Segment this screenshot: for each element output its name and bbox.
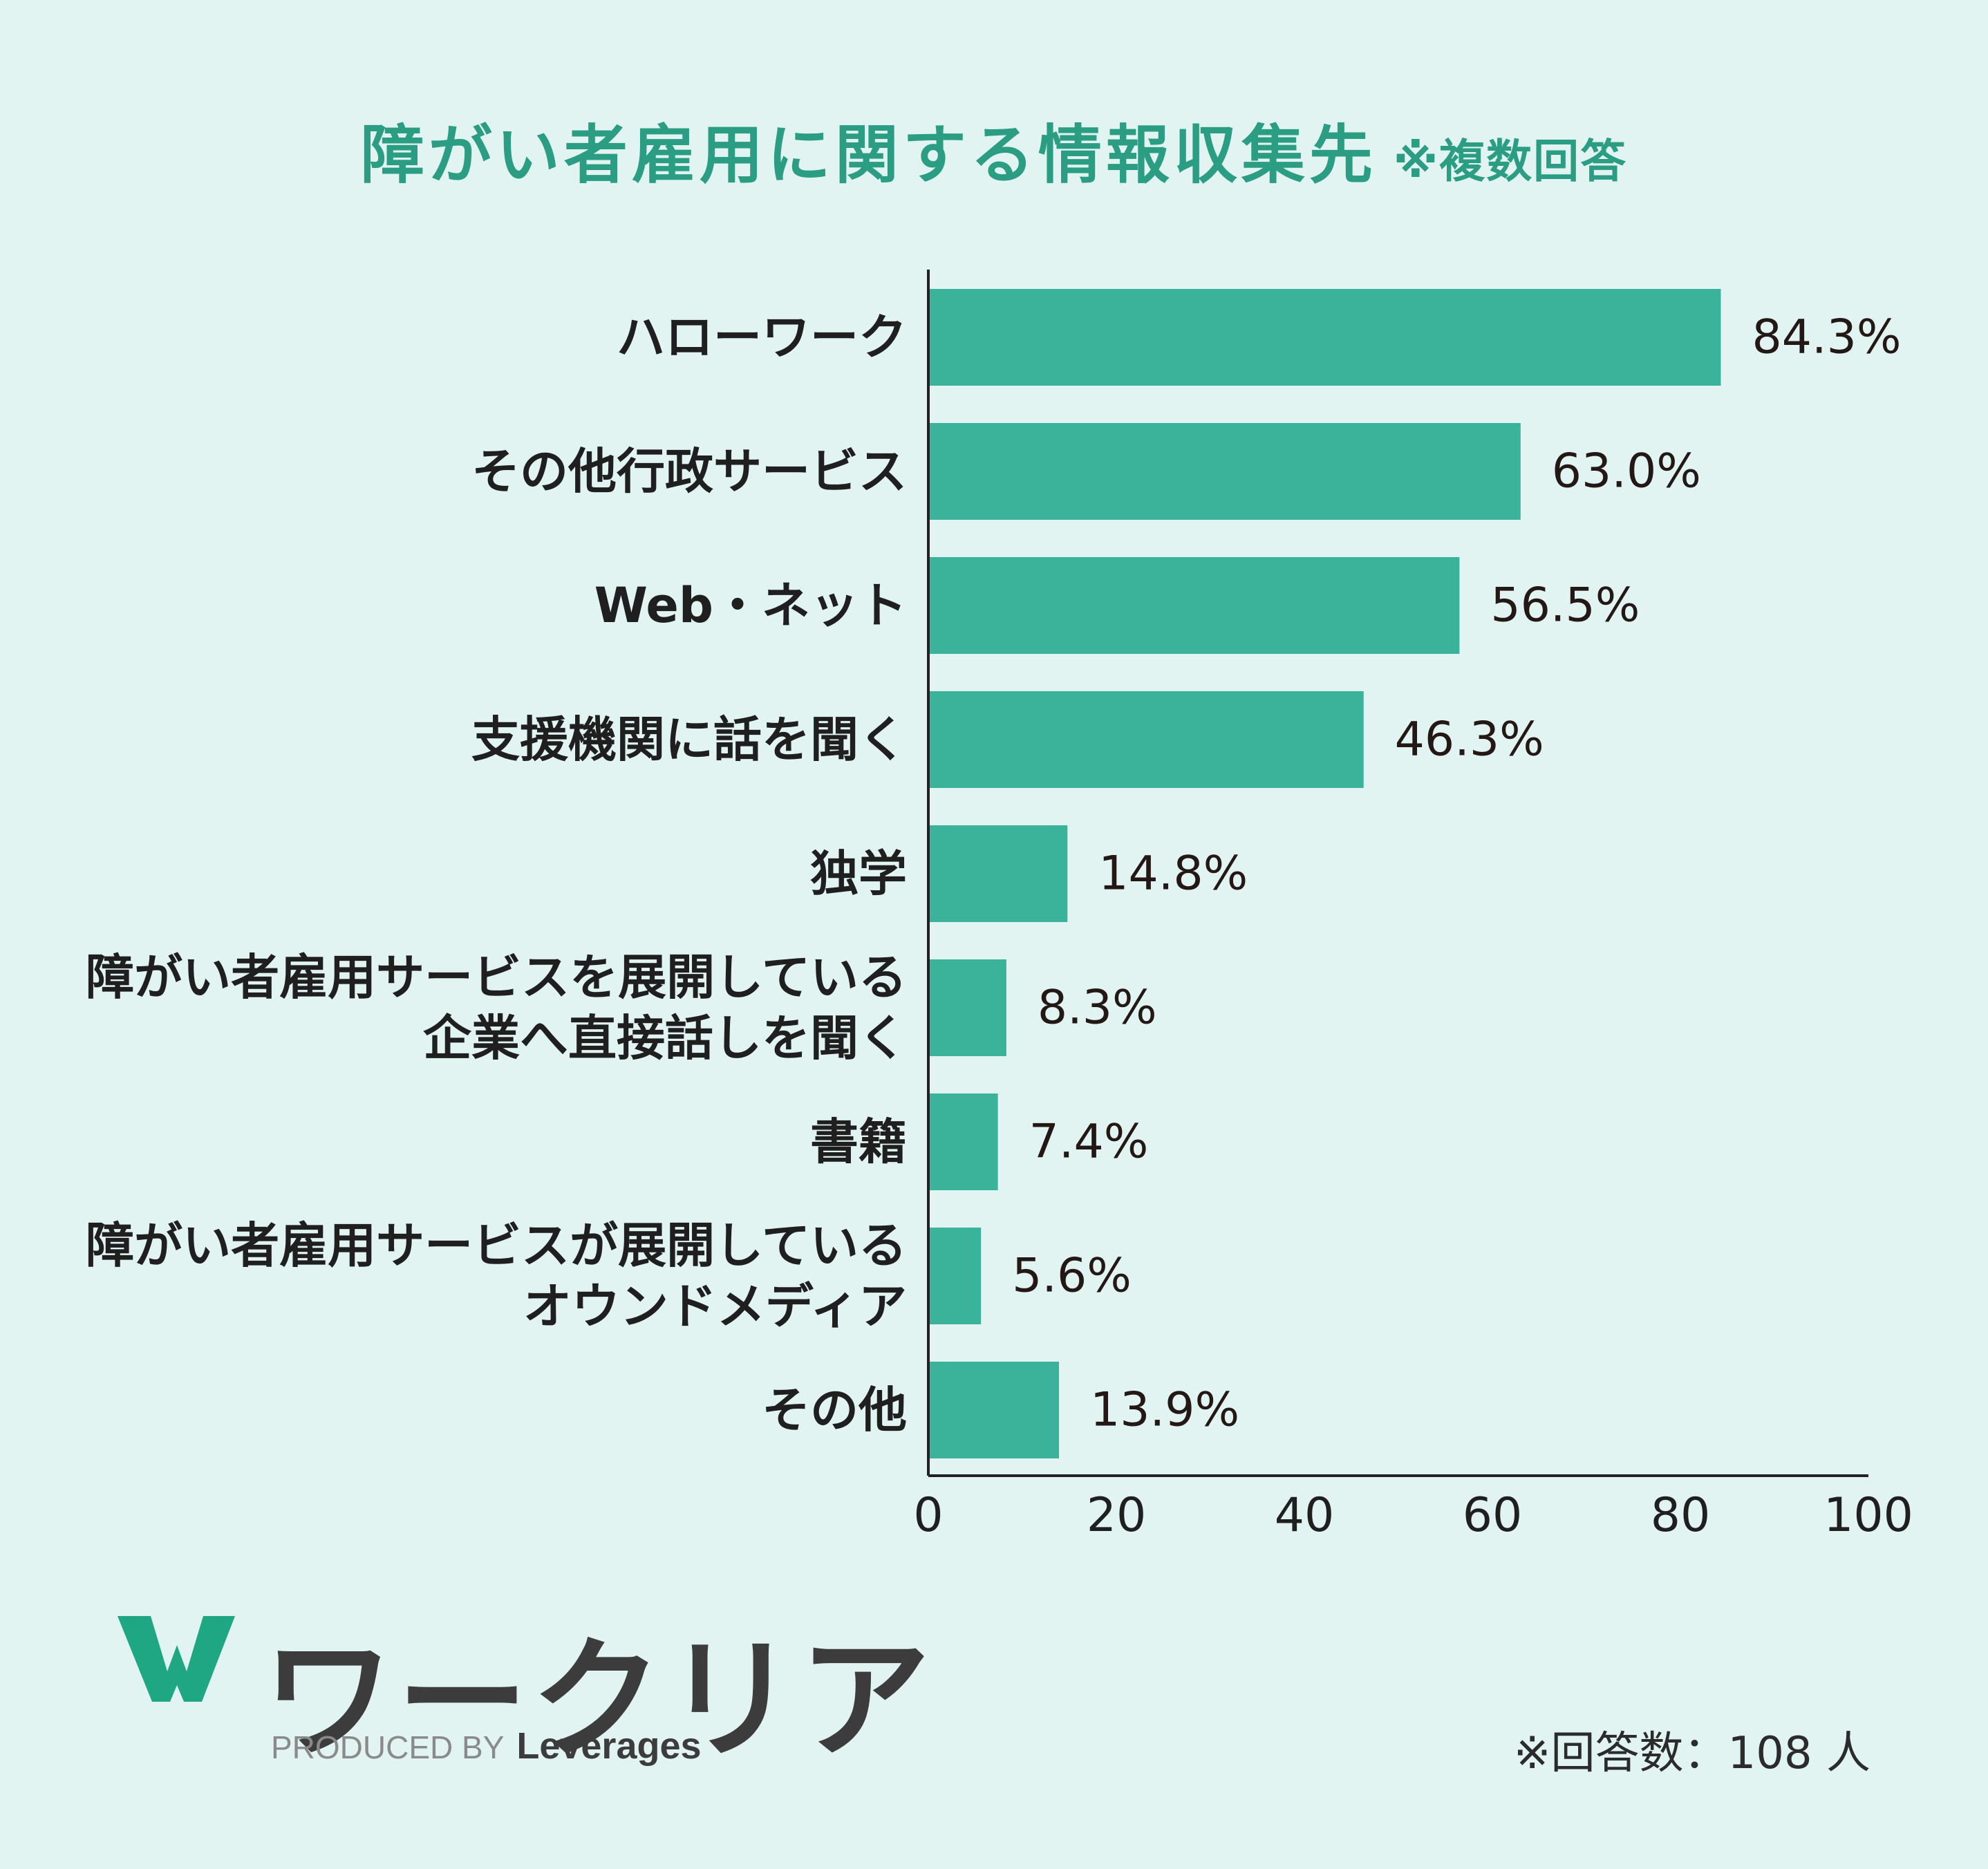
category-label: Web・ネット (594, 577, 907, 634)
chart-title: 障がい者雇用に関する情報収集先 ※複数回答 (0, 104, 1988, 196)
bar (928, 959, 1006, 1056)
category-label: オウンドメディア (523, 1278, 907, 1335)
x-tick-label: 40 (1275, 1488, 1335, 1543)
data-label: 14.8% (1098, 847, 1248, 901)
logo-produced-by: PRODUCED BY Leverages (271, 1725, 702, 1767)
bar (928, 1093, 998, 1190)
bar (928, 1228, 982, 1324)
category-label: 障がい者雇用サービスが展開している (86, 1217, 907, 1274)
brand-name: Leverages (516, 1725, 702, 1767)
bar (928, 1362, 1060, 1458)
produced-by-label: PRODUCED BY (271, 1729, 504, 1765)
respondent-count-note: ※回答数：108 人 (1513, 1728, 1870, 1779)
category-label: 支援機関に話を聞く (471, 711, 907, 768)
x-tick-label: 20 (1087, 1488, 1147, 1543)
bar (928, 557, 1460, 654)
chart-title-note: ※複数回答 (1393, 135, 1628, 188)
data-label: 84.3% (1752, 310, 1901, 365)
category-label: 独学 (810, 845, 907, 902)
workclear-logo-icon (118, 1616, 235, 1702)
bar (928, 691, 1364, 788)
bar (928, 423, 1521, 520)
category-label: 書籍 (810, 1114, 907, 1170)
category-label: その他行政サービス (471, 443, 907, 500)
category-label: 企業へ直接話しを聞く (423, 1010, 907, 1067)
data-label: 63.0% (1552, 444, 1701, 499)
x-tick-label: 60 (1463, 1488, 1523, 1543)
logo-wordmark: ワークリア (263, 1624, 934, 1776)
data-label: 56.5% (1490, 579, 1640, 633)
chart-title-main: 障がい者雇用に関する情報収集先 (360, 118, 1377, 192)
data-label: 5.6% (1012, 1249, 1132, 1304)
data-label: 13.9% (1090, 1383, 1239, 1438)
data-label: 46.3% (1395, 713, 1544, 767)
x-tick-label: 80 (1651, 1488, 1711, 1543)
data-label: 8.3% (1038, 981, 1157, 1035)
bar-chart: ハローワーク 84.3% その他行政サービス 63.0% Web・ネット 56.5% 支援機… (86, 270, 1913, 1543)
x-tick-label: 0 (913, 1488, 943, 1543)
bar (928, 825, 1068, 922)
category-label: その他 (762, 1382, 907, 1438)
x-tick-label: 100 (1823, 1488, 1913, 1543)
data-label: 7.4% (1029, 1115, 1149, 1170)
category-label: ハローワーク (617, 309, 907, 366)
bar (928, 289, 1721, 386)
category-label: 障がい者雇用サービスを展開している (86, 949, 907, 1006)
